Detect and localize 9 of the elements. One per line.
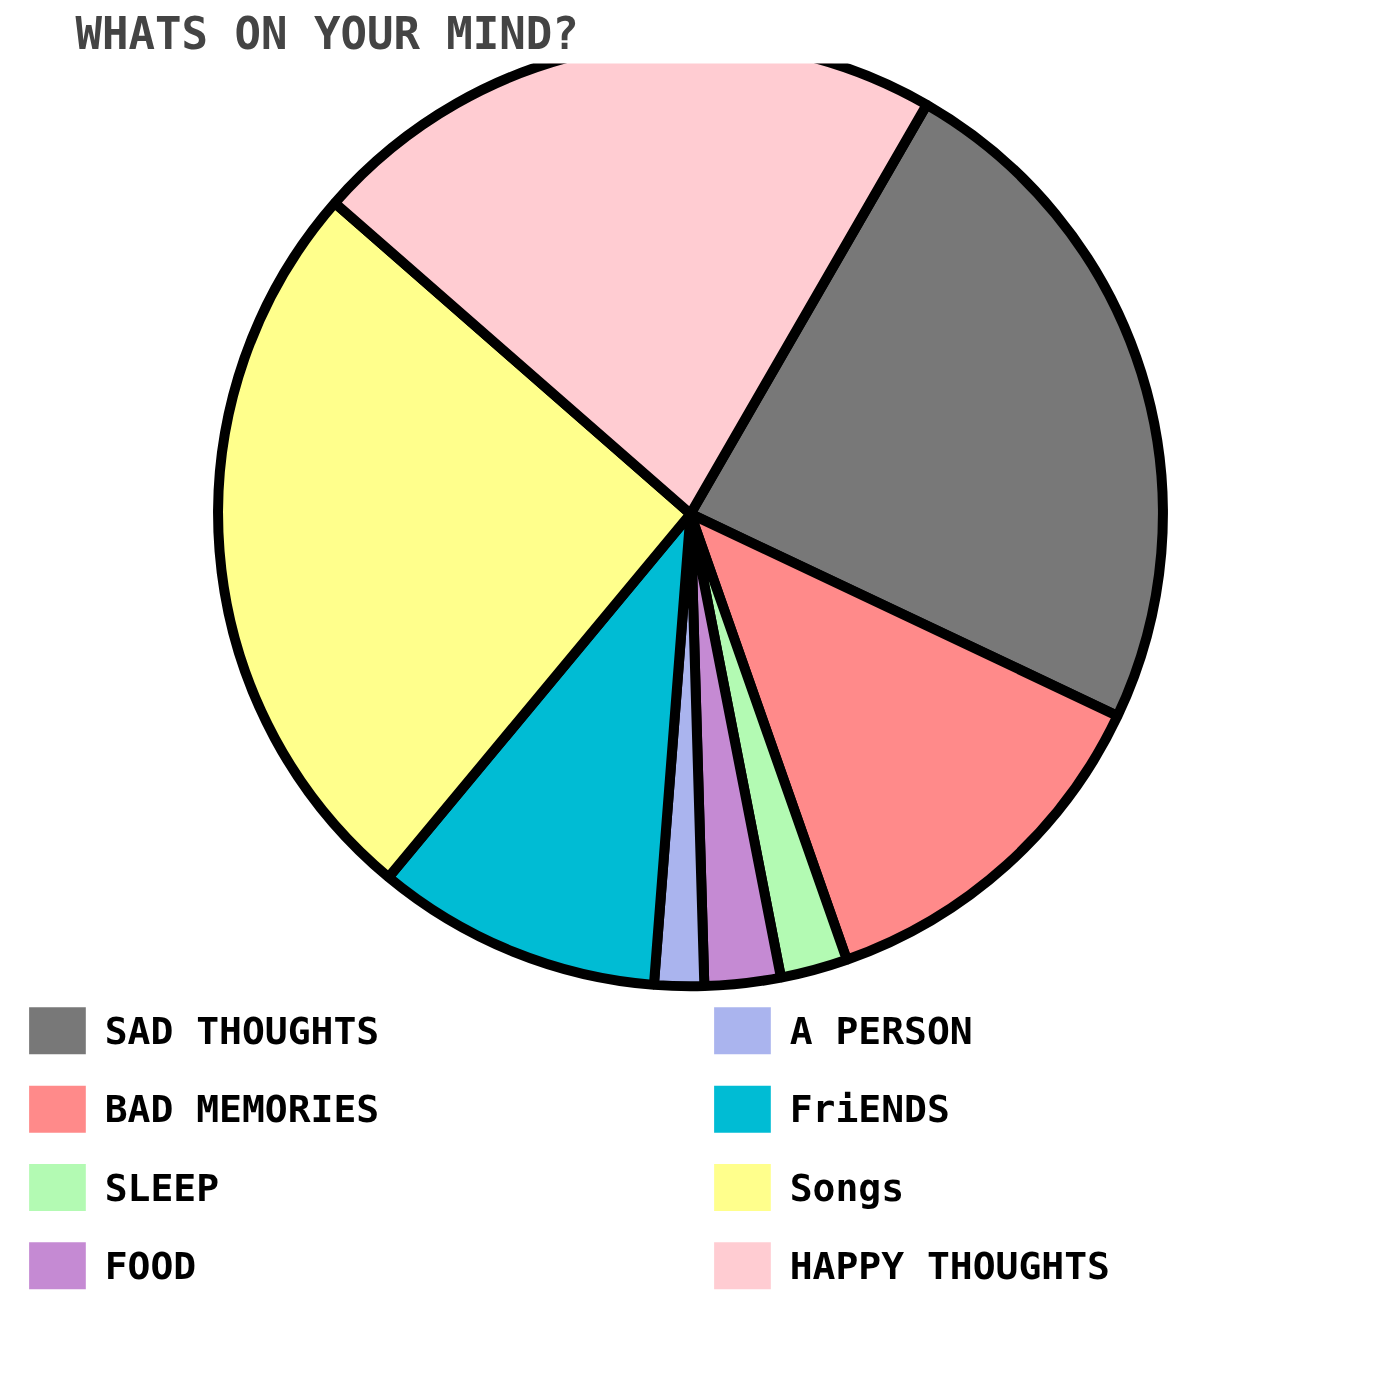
legend-label: Songs [789,1165,905,1210]
legend-label: A PERSON [789,1008,973,1053]
chart-title: WHATS ON YOUR MIND? [75,7,579,59]
legend-label: HAPPY THOUGHTS [789,1243,1110,1288]
legend-label: SAD THOUGHTS [104,1008,380,1053]
legend-label: FriENDS [789,1087,950,1132]
legend-label: BAD MEMORIES [104,1087,380,1132]
legend-label: SLEEP [104,1165,220,1210]
legend-label: FOOD [104,1243,197,1288]
